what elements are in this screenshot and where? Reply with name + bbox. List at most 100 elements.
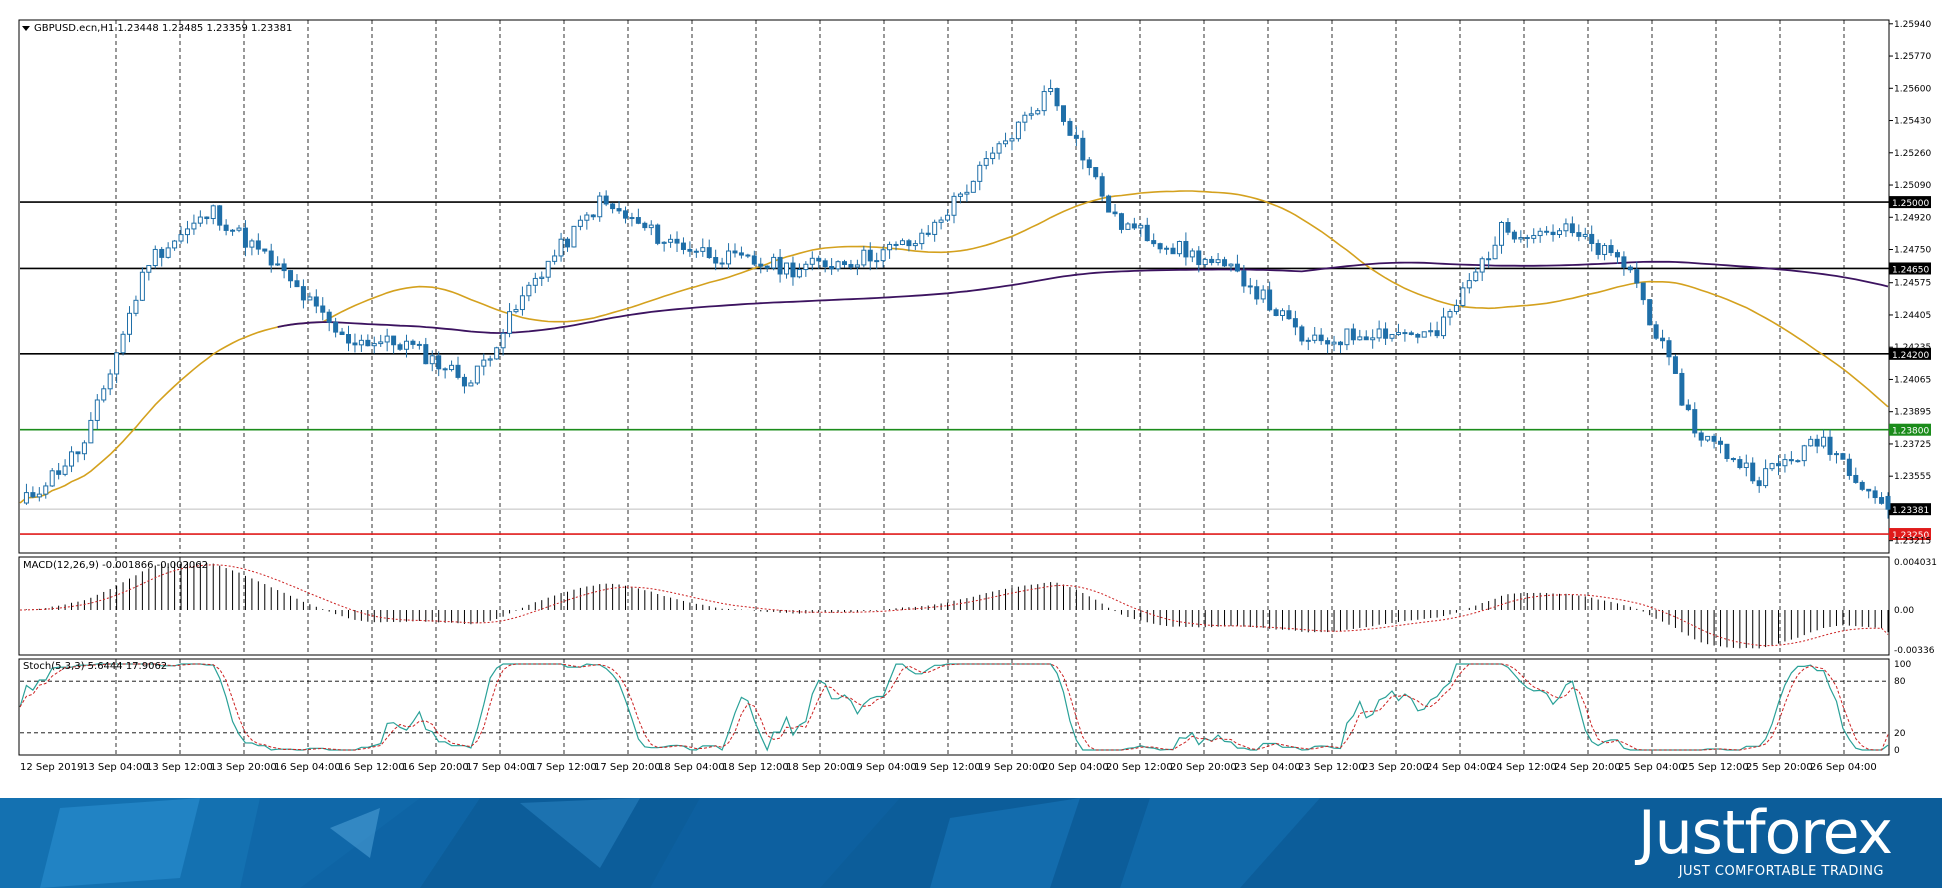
candle-up [507,311,513,334]
candle-up [1833,453,1839,456]
candle-down [1402,332,1408,335]
candle-up [558,238,564,257]
candle-up [938,219,944,223]
candle-up [127,312,133,335]
candle-up [1048,88,1054,93]
candle-up [1003,140,1009,145]
candle-up [1453,304,1459,313]
level-124200-tag [1889,347,1931,360]
candle-up [1499,222,1505,246]
time-label: 20 Sep 20:00 [1170,762,1237,773]
candle-down [326,311,332,323]
candle-down [822,260,828,268]
candle-down [333,321,339,333]
time-label: 20 Sep 12:00 [1106,762,1173,773]
level-123800-tag [1889,423,1931,436]
candle-up [648,224,654,229]
candle-up [1563,223,1569,232]
candle-up [146,265,152,273]
candle-up [449,364,455,371]
candle-up [771,256,777,269]
level-124650-tag [1889,262,1931,275]
candle-down [565,238,571,248]
candle-down [339,331,345,336]
candle-up [1357,336,1363,341]
candle-up [835,261,841,270]
candle-down [1859,481,1865,490]
candle-up [481,359,487,367]
time-label: 24 Sep 20:00 [1554,762,1621,773]
candle-up [178,234,184,242]
candle-down [1131,223,1137,229]
candle-down [1337,341,1343,346]
stoch-axis-label: 20 [1894,729,1906,739]
candle-up [577,219,583,227]
time-label: 18 Sep 04:00 [658,762,725,773]
time-label: 25 Sep 12:00 [1682,762,1749,773]
candle-down [1866,488,1872,492]
candle-up [970,180,976,193]
candle-up [197,216,203,224]
candle-down [1086,159,1092,169]
macd-axis-label: 0.004031 [1894,558,1937,568]
candle-down [1576,232,1582,237]
candle-up [403,340,409,350]
chart-canvas: 1.23381 1.25000 1.24650 1.24200 1.23800 1.232… [18,19,1937,773]
candle-down [1112,211,1118,215]
time-label: 23 Sep 12:00 [1298,762,1365,773]
candle-up [36,493,42,498]
candle-down [790,262,796,278]
candle-down [1222,259,1228,267]
candle-down [1750,462,1756,482]
candle-up [49,470,55,487]
candle-up [668,238,674,243]
candle-up [62,465,68,475]
candle-up [932,221,938,235]
time-label: 16 Sep 04:00 [274,762,341,773]
price-label: 1.24575 [1894,279,1931,289]
candle-down [255,240,261,250]
candle-up [803,263,809,271]
candle-up [230,229,236,232]
candle-up [1202,258,1208,266]
price-label: 1.24065 [1894,375,1931,385]
candle-up [152,248,158,267]
candle-down [1183,240,1189,258]
candle-up [81,442,87,455]
candle-up [1460,287,1466,306]
time-label: 12 Sep 2019 [20,762,83,773]
candle-up [1312,334,1318,341]
brand-tagline: JUST COMFORTABLE TRADING [1678,864,1884,879]
candle-up [1743,462,1749,469]
symbol-dropdown-icon[interactable] [22,26,30,31]
candle-down [1756,480,1762,487]
candle-down [300,286,306,301]
candle-down [1151,240,1157,245]
candle-up [1138,224,1144,229]
candle-down [745,254,751,257]
time-label: 24 Sep 04:00 [1426,762,1493,773]
stoch-axis-label: 80 [1894,677,1906,687]
candle-up [210,205,216,220]
candle-down [1080,137,1086,161]
candle-up [584,214,590,221]
candle-down [674,238,680,244]
candle-down [642,222,648,229]
candle-down [1879,497,1885,504]
candle-up [236,227,242,231]
time-label: 26 Sep 04:00 [1810,762,1877,773]
time-label: 23 Sep 20:00 [1362,762,1429,773]
time-label: 17 Sep 04:00 [466,762,533,773]
candle-down [1814,438,1820,447]
candle-down [603,195,609,205]
candle-down [1718,440,1724,445]
candle-down [1827,436,1833,455]
stochastic-indicator: 100 80 20 0 [19,660,1911,756]
stoch-axis-label: 0 [1894,746,1900,756]
time-label: 13 Sep 12:00 [146,762,213,773]
candle-down [320,305,326,313]
candle-up [990,152,996,160]
candle-up [1556,230,1562,236]
candle-down [1614,252,1620,258]
